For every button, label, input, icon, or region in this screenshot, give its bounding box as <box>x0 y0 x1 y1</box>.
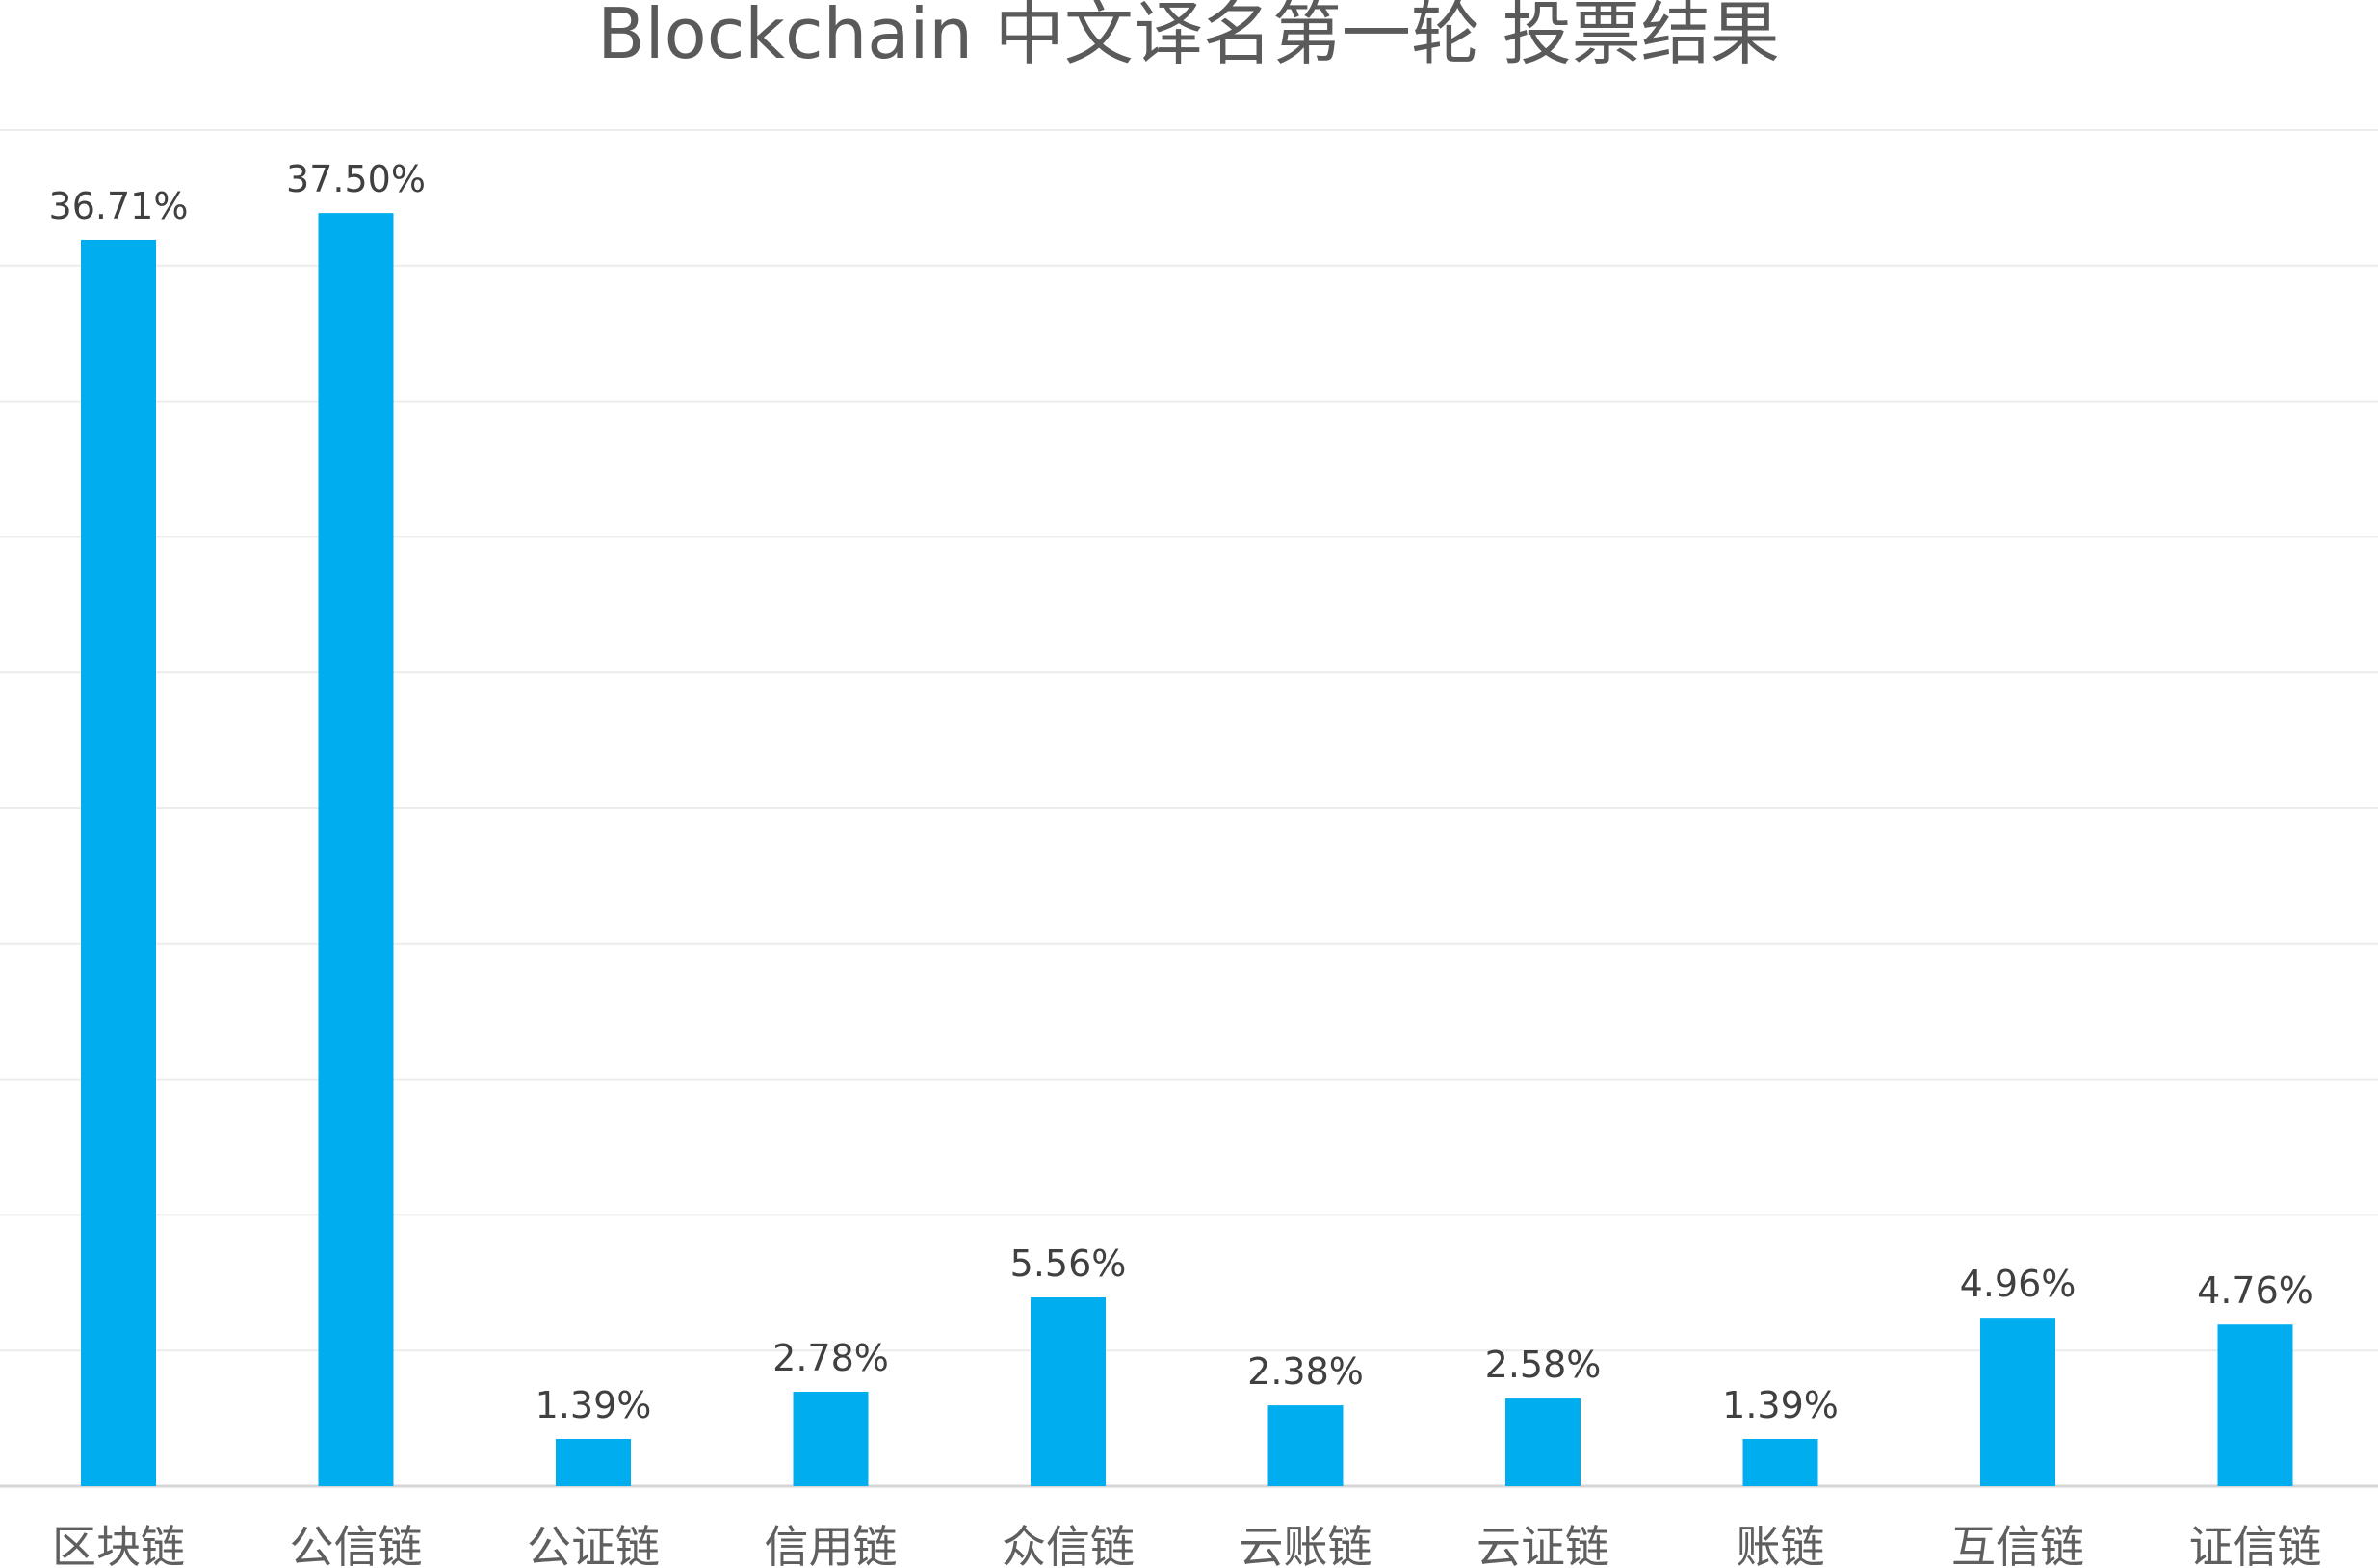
data-label: 4.96% <box>1960 1263 2077 1305</box>
data-label: 2.58% <box>1485 1344 1602 1386</box>
x-tick-label: 云账链 <box>1240 1521 1372 1568</box>
x-tick-label: 公证链 <box>527 1521 660 1568</box>
gridlines <box>0 129 2378 1352</box>
bar <box>2217 1324 2293 1486</box>
x-tick-label: 众信链 <box>1002 1521 1135 1568</box>
bar <box>556 1439 631 1486</box>
bar <box>1267 1405 1344 1486</box>
bar <box>793 1392 869 1486</box>
data-label: 1.39% <box>1722 1384 1839 1426</box>
bar <box>81 239 156 1486</box>
bar <box>318 213 394 1486</box>
data-label: 2.38% <box>1247 1350 1364 1393</box>
bar <box>1505 1398 1581 1486</box>
chart-title: Blockchain 中文译名第一轮 投票结果 <box>597 0 1779 74</box>
data-label: 2.78% <box>772 1337 889 1379</box>
data-label: 36.71% <box>49 185 189 227</box>
x-tick-label: 区块链 <box>52 1521 185 1568</box>
x-tick-label: 信用链 <box>765 1521 898 1568</box>
x-tick-label: 证信链 <box>2189 1521 2322 1568</box>
x-tick-label: 互信链 <box>1951 1521 2084 1568</box>
data-label: 4.76% <box>2197 1269 2313 1312</box>
data-label: 37.50% <box>286 158 426 200</box>
data-labels: 36.71% 37.50% 1.39% 2.78% 5.56% 2.38% 2.58% 1.3… <box>49 158 2313 1426</box>
data-label: 1.39% <box>536 1384 652 1426</box>
bars <box>81 213 2293 1486</box>
x-tick-label: 账链 <box>1737 1521 1825 1568</box>
x-tick-label: 公信链 <box>290 1521 423 1568</box>
bar <box>1031 1297 1106 1486</box>
bar <box>1980 1318 2055 1486</box>
data-label: 5.56% <box>1010 1242 1127 1285</box>
x-tick-labels: 区块链 公信链 公证链 信用链 众信链 云账链 云证链 账链 互信链 证信链 <box>52 1521 2322 1568</box>
x-tick-label: 云证链 <box>1476 1521 1609 1568</box>
bar <box>1742 1439 1818 1486</box>
